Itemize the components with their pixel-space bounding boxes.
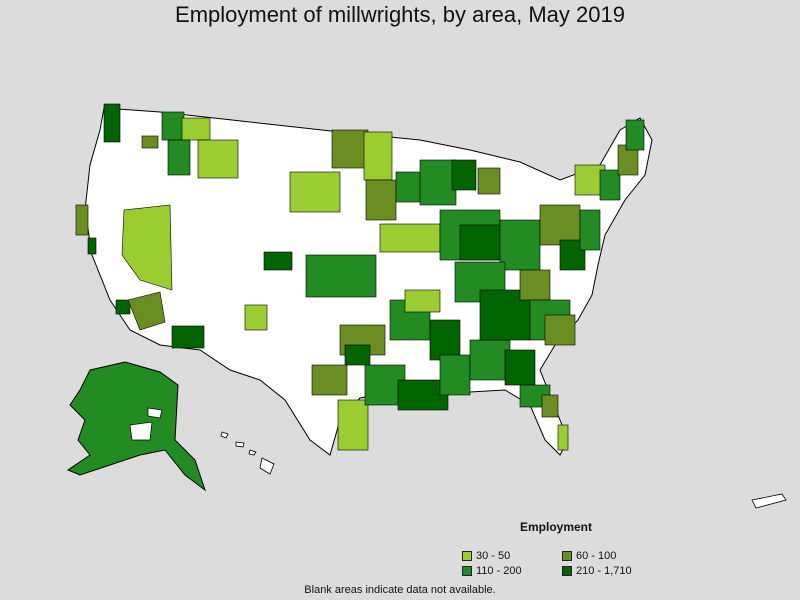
area-region [75,204,89,236]
area-region [115,299,131,315]
area-region [439,354,471,396]
area-region [161,111,185,141]
area-region [181,117,211,141]
legend-item: 210 - 1,710 [562,563,662,578]
legend-item: 30 - 50 [462,548,562,563]
area-region [121,204,173,291]
area-region [539,204,581,246]
area-region [429,319,461,361]
area-region [625,119,645,151]
area-region [244,304,268,331]
legend-title: Employment [520,520,593,534]
area-region [171,325,205,349]
area-region [419,159,457,206]
legend-swatch [462,565,472,576]
area-region [477,167,501,195]
legend-swatch [562,565,572,576]
legend-label: 110 - 200 [476,564,522,577]
area-region [331,129,369,169]
area-region [311,364,348,396]
area-region [103,103,121,143]
area-region [127,291,166,331]
area-region [499,219,541,271]
alaska-white-area [129,421,153,441]
area-region [263,251,293,271]
area-region [363,131,393,181]
area-region [365,179,397,221]
area-region [289,171,341,213]
legend: Employment 30 - 50 60 - 100 110 - 200 21… [462,520,662,578]
area-region [599,169,621,201]
legend-label: 30 - 50 [476,549,511,562]
legend-item: 110 - 200 [462,563,562,578]
area-region [197,139,239,179]
alaska-white-area [147,407,163,419]
area-region [451,159,477,191]
area-region [397,379,449,411]
area-region [579,209,601,251]
puerto-rico [751,493,787,509]
hawaii [220,431,275,475]
legend-swatch [562,550,572,561]
area-region [141,135,159,149]
legend-label: 60 - 100 [576,549,617,562]
area-region [379,223,441,253]
area-region [337,399,369,451]
area-region [344,344,371,366]
area-region [544,314,576,346]
legend-item: 60 - 100 [562,548,662,563]
area-region [469,339,511,381]
legend-swatch [462,550,472,561]
area-region [395,171,423,203]
area-region [557,424,569,451]
area-region [541,394,559,418]
area-region [519,269,551,301]
area-region [167,139,191,176]
area-region [459,224,501,261]
area-region [504,349,536,386]
legend-label: 210 - 1,710 [576,564,632,577]
footnote: Blank areas indicate data not available. [304,584,496,596]
area-region [404,289,441,313]
area-region [305,254,377,298]
area-regions [75,103,645,451]
area-region [87,237,97,255]
map-title: Employment of millwrights, by area, May … [175,2,625,27]
